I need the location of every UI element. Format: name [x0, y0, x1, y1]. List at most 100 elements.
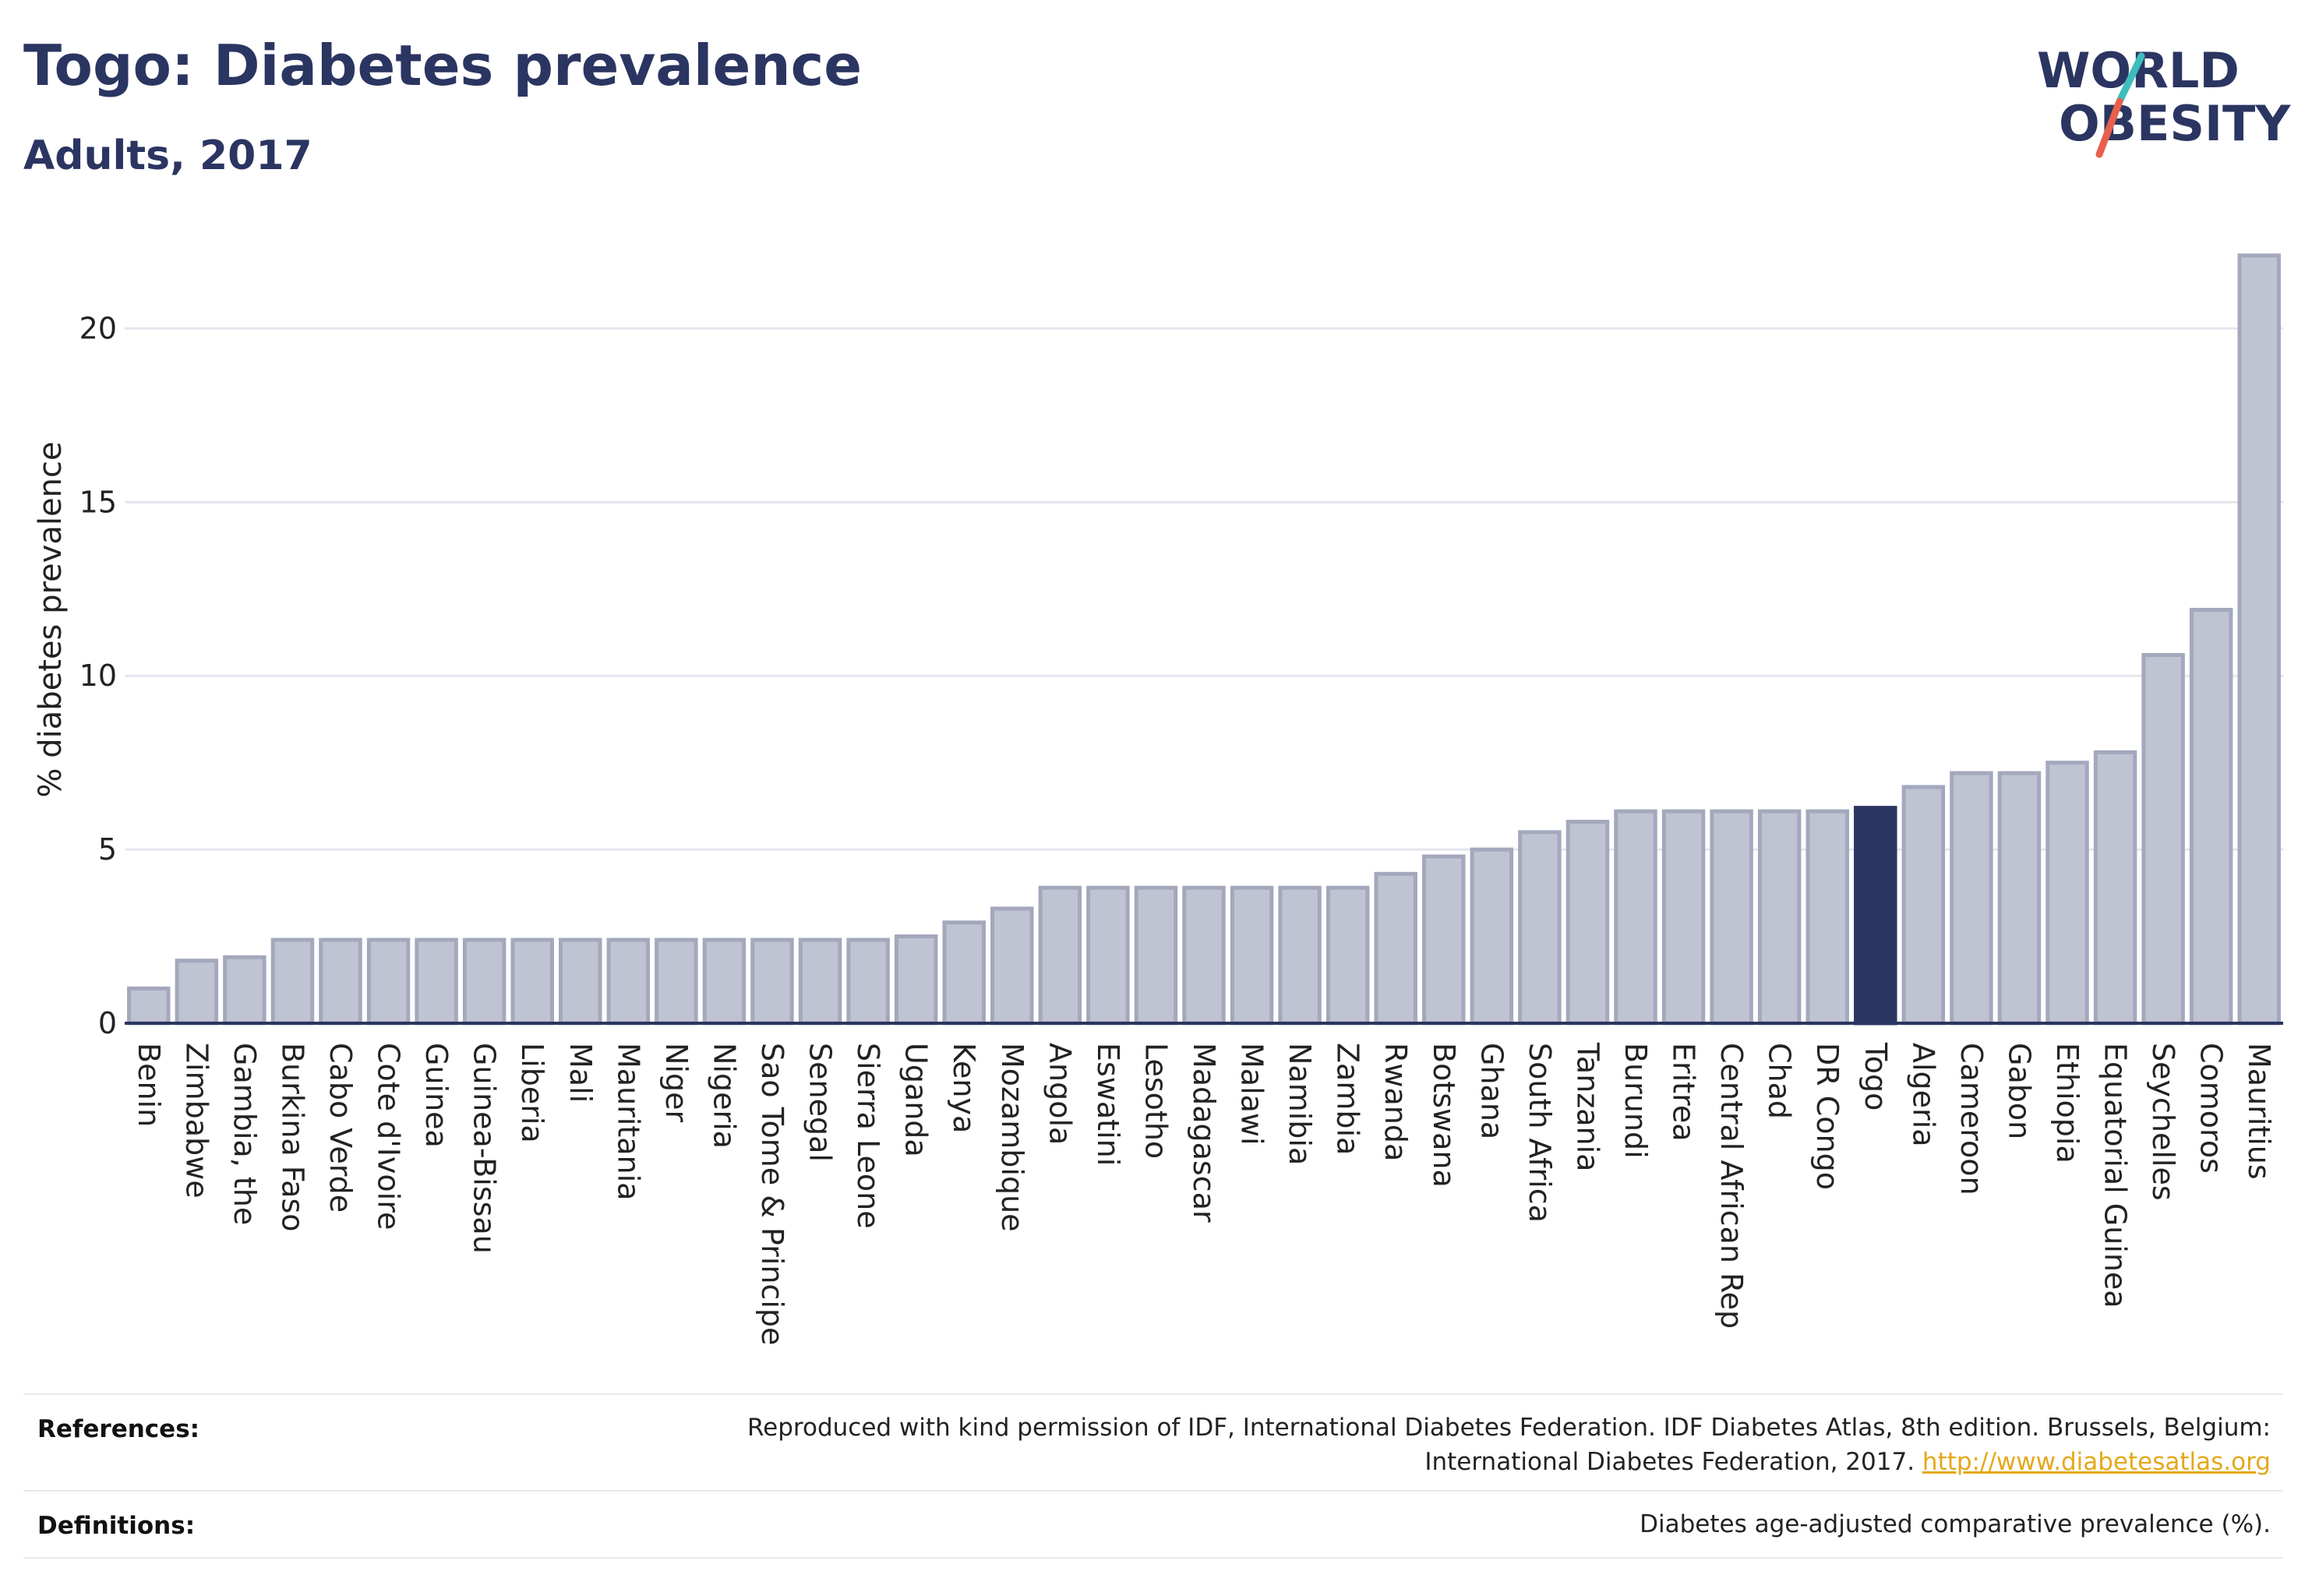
- definitions-label: Definitions:: [37, 1512, 196, 1540]
- bar-chart: 0 5 10 15 20 Benin Zimbabwe Gambia, the Burkina…: [33, 253, 2283, 1345]
- bar-benin: [127, 986, 171, 1026]
- x-tick-label: Togo: [1858, 1042, 1893, 1110]
- logo-word-obesity: OBESITY: [2059, 95, 2291, 152]
- x-tick-label: Burkina Faso: [275, 1043, 309, 1232]
- bar-seychelles: [2141, 652, 2185, 1026]
- bar-mauritania: [606, 937, 651, 1026]
- references-text: Reproduced with kind permission of IDF, …: [747, 1411, 2271, 1479]
- bar-malawi: [1230, 885, 1274, 1026]
- bar-namibia: [1278, 885, 1322, 1026]
- bar-guinea-bissau: [462, 937, 507, 1026]
- bar-liberia: [510, 937, 554, 1026]
- bar-gabon: [1997, 771, 2042, 1026]
- world-obesity-logo: WORLD OBESITY: [2037, 42, 2291, 158]
- x-tick-label: Algeria: [1906, 1043, 1940, 1147]
- x-tick-label: Liberia: [515, 1043, 549, 1143]
- y-tick-label: 0: [98, 1006, 117, 1040]
- bar-angola: [1038, 885, 1082, 1026]
- x-tick-label: Madagascar: [1187, 1043, 1221, 1223]
- x-tick-label: Equatorial Guinea: [2099, 1043, 2133, 1308]
- x-tick-label: Ghana: [1474, 1043, 1509, 1139]
- y-tick-label: 15: [79, 485, 117, 519]
- definitions-row: Definitions: Diabetes age-adjusted compa…: [23, 1490, 2283, 1559]
- references-line-2-text: International Diabetes Federation, 2017.: [1424, 1448, 1915, 1476]
- bars: [127, 253, 2281, 1026]
- bar-central-african-rep: [1710, 809, 1753, 1026]
- x-tick-label: Burundi: [1618, 1043, 1653, 1159]
- bar-nigeria: [702, 937, 747, 1026]
- x-tick-label: Lesotho: [1138, 1043, 1173, 1159]
- x-tick-label: Botswana: [1427, 1043, 1461, 1188]
- x-tick-label: Gabon: [2002, 1043, 2036, 1139]
- x-tick-label: Gambia, the: [228, 1043, 262, 1225]
- x-tick-label: Sao Tome & Principe: [755, 1043, 789, 1345]
- bar-sao-tome-principe: [750, 937, 794, 1026]
- x-tick-label: Ethiopia: [2050, 1043, 2084, 1163]
- bar-ethiopia: [2046, 761, 2089, 1026]
- x-tick-label: Kenya: [947, 1043, 981, 1133]
- bar-uganda: [894, 934, 938, 1026]
- x-tick-label: Mauritania: [611, 1043, 645, 1200]
- bar-chad: [1757, 809, 1802, 1026]
- bar-burkina-faso: [270, 937, 315, 1026]
- bar-madagascar: [1182, 885, 1226, 1026]
- bar-tanzania: [1565, 819, 1610, 1026]
- x-tick-label: Guinea: [419, 1043, 454, 1148]
- x-tick-label: Namibia: [1283, 1043, 1317, 1165]
- footer: References: Reproduced with kind permiss…: [23, 1393, 2283, 1559]
- x-tick-label: Mali: [563, 1043, 598, 1103]
- bar-cameroon: [1950, 771, 1993, 1026]
- x-tick-label: South Africa: [1523, 1043, 1557, 1223]
- x-tick-label: Sierra Leone: [851, 1043, 885, 1229]
- definitions-text: Diabetes age-adjusted comparative preval…: [1640, 1510, 2271, 1538]
- y-tick-label: 20: [79, 311, 117, 345]
- bar-burundi: [1614, 809, 1657, 1026]
- references-label: References:: [37, 1415, 200, 1443]
- diabetes-atlas-link[interactable]: http://www.diabetesatlas.org: [1922, 1448, 2271, 1476]
- x-tick-label: Guinea-Bissau: [468, 1043, 502, 1254]
- references-line-2: International Diabetes Federation, 2017.…: [747, 1445, 2271, 1479]
- x-tick-label: Mauritius: [2242, 1043, 2276, 1180]
- bar-mauritius: [2237, 253, 2281, 1026]
- bar-algeria: [1901, 785, 1946, 1026]
- bar-lesotho: [1134, 885, 1178, 1026]
- bar-rwanda: [1374, 871, 1417, 1026]
- bar-togo: [1854, 806, 1897, 1026]
- bar-dr-congo: [1806, 809, 1849, 1026]
- chart-subtitle: Adults, 2017: [23, 132, 312, 179]
- x-tick-label: Seychelles: [2146, 1043, 2180, 1201]
- bar-zambia: [1325, 885, 1370, 1026]
- bar-sierra-leone: [846, 937, 890, 1026]
- bar-mali: [559, 937, 602, 1026]
- bar-senegal: [798, 937, 842, 1026]
- bar-mozambique: [990, 906, 1034, 1026]
- x-tick-labels: Benin Zimbabwe Gambia, the Burkina Faso Cabo…: [132, 1042, 2276, 1345]
- x-tick-label: Angola: [1043, 1043, 1077, 1145]
- y-tick-labels: 0 5 10 15 20: [79, 311, 117, 1040]
- y-tick-label: 10: [79, 659, 117, 693]
- x-tick-label: Cote d'Ivoire: [372, 1043, 406, 1230]
- bar-kenya: [942, 920, 986, 1026]
- references-row: References: Reproduced with kind permiss…: [23, 1393, 2283, 1492]
- x-tick-label: Malawi: [1235, 1043, 1269, 1146]
- y-axis-label: % diabetes prevalence: [33, 441, 69, 797]
- x-tick-label: Eritrea: [1667, 1043, 1701, 1142]
- x-tick-label: Zambia: [1331, 1043, 1365, 1155]
- x-tick-label: Benin: [132, 1043, 166, 1127]
- bar-eritrea: [1661, 809, 1706, 1026]
- x-tick-label: DR Congo: [1810, 1043, 1844, 1190]
- x-tick-label: Rwanda: [1378, 1043, 1413, 1161]
- bar-zimbabwe: [175, 959, 219, 1026]
- bar-comoros: [2189, 608, 2233, 1026]
- logo-slash-top: [2116, 52, 2145, 105]
- x-tick-label: Comoros: [2194, 1043, 2229, 1174]
- logo-slash-bottom: [2095, 97, 2123, 158]
- bar-eswatini: [1086, 885, 1130, 1026]
- y-tick-label: 5: [98, 832, 117, 867]
- x-tick-label: Central African Rep: [1714, 1043, 1749, 1329]
- references-line-1: Reproduced with kind permission of IDF, …: [747, 1414, 2271, 1442]
- x-tick-label: Cameroon: [1954, 1043, 1989, 1195]
- x-tick-label: Mozambique: [995, 1043, 1029, 1232]
- bar-botswana: [1422, 854, 1466, 1026]
- x-tick-label: Chad: [1763, 1043, 1797, 1119]
